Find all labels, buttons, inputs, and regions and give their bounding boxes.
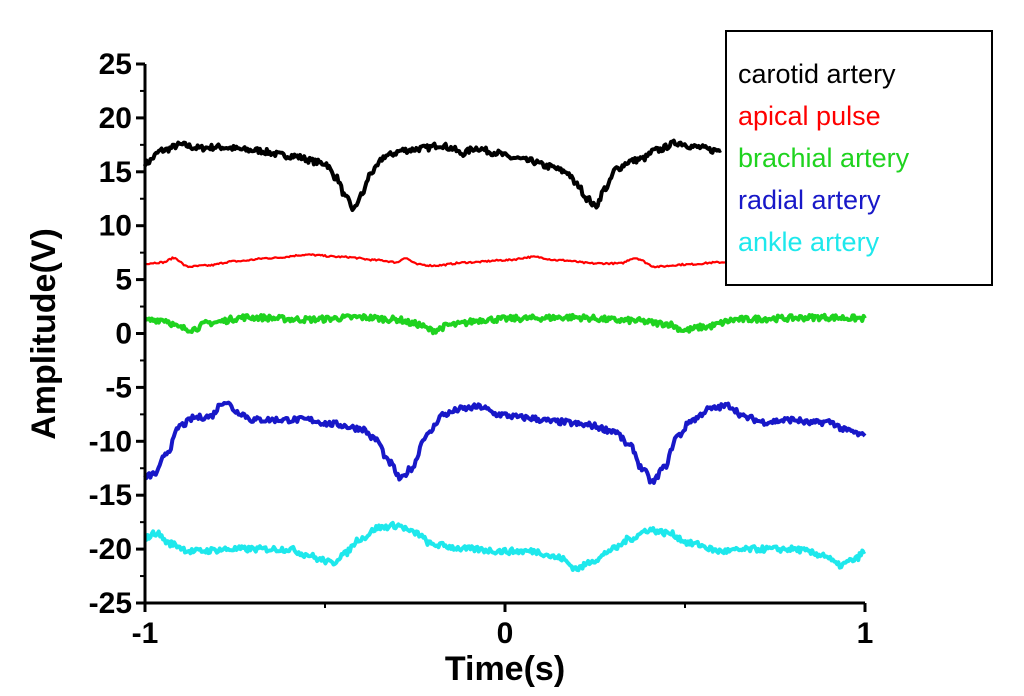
y-tick-label: 15 (99, 156, 132, 189)
legend-entry-carotid-artery: carotid artery (738, 59, 896, 89)
y-tick-label: 20 (99, 102, 132, 135)
legend: carotid artery apical pulse brachial arter… (725, 30, 993, 286)
x-tick-label: -1 (132, 617, 159, 650)
legend-entry-ankle-artery: ankle artery (738, 227, 880, 257)
x-axis-title: Time(s) (445, 650, 565, 688)
series-line-ankle-artery (143, 520, 867, 573)
y-axis-title: Amplitude(V) (25, 228, 63, 440)
x-tick-label: 0 (497, 617, 514, 650)
legend-entry-radial-artery: radial artery (738, 185, 881, 215)
series-line-brachial-artery (143, 312, 867, 336)
y-tick-label: 25 (99, 48, 132, 81)
y-tick-label: -20 (89, 533, 132, 566)
y-tick-label: 0 (115, 318, 132, 351)
y-tick-label: -10 (89, 425, 132, 458)
legend-entry-brachial-artery: brachial artery (738, 143, 910, 173)
y-tick-label: -25 (89, 587, 132, 620)
series-line-carotid-artery (143, 138, 722, 212)
legend-entry-apical-pulse: apical pulse (738, 101, 881, 131)
legend-box (725, 30, 993, 286)
y-tick-label: -5 (105, 371, 132, 404)
y-tick-label: -15 (89, 479, 132, 512)
x-tick-label: 1 (857, 617, 874, 650)
legend-items: carotid artery apical pulse brachial arter… (738, 59, 910, 257)
series-layer (143, 138, 867, 573)
series-line-radial-artery (143, 400, 867, 485)
y-tick-label: 5 (115, 264, 132, 297)
y-tick-label: 10 (99, 210, 132, 243)
series-line-apical-pulse (144, 253, 740, 269)
